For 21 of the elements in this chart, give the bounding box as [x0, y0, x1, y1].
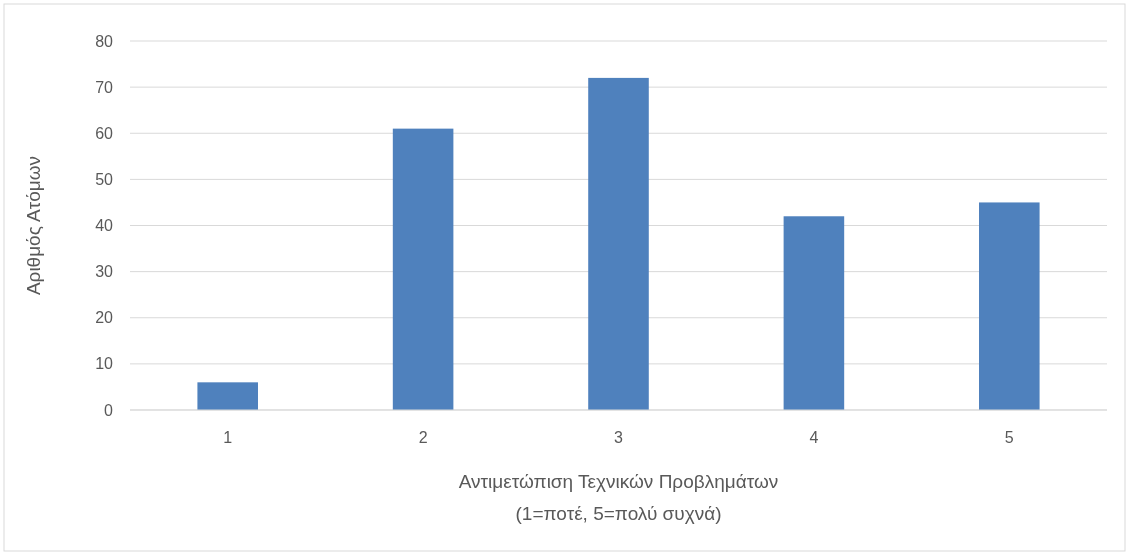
bar: [979, 202, 1040, 410]
bar: [783, 216, 845, 410]
y-tick-label: 70: [95, 78, 114, 96]
x-tick-label: 2: [418, 429, 428, 446]
y-tick-label: 0: [104, 401, 114, 419]
x-axis-title: Αντιμετώπιση Τεχνικών Προβλημάτων (1=ποτέ, 5=πολύ συχνά): [458, 471, 779, 524]
y-tick-label: 60: [95, 124, 114, 142]
y-axis-title: Αριθμός Ατόμων: [23, 155, 44, 296]
bar: [197, 382, 258, 410]
x-tick-label: 5: [1004, 429, 1014, 446]
x-tick-label: 1: [223, 429, 233, 446]
bar: [392, 128, 454, 410]
bar: [588, 77, 649, 410]
x-tick-label: 3: [614, 429, 624, 446]
y-tick-label: 30: [95, 263, 114, 281]
y-tick-label: 10: [95, 355, 114, 373]
y-tick-label: 20: [95, 309, 114, 327]
y-tick-label: 80: [95, 32, 114, 50]
y-tick-label: 50: [95, 170, 114, 188]
y-tick-label: 40: [95, 217, 114, 235]
x-tick-label: 4: [809, 429, 819, 446]
